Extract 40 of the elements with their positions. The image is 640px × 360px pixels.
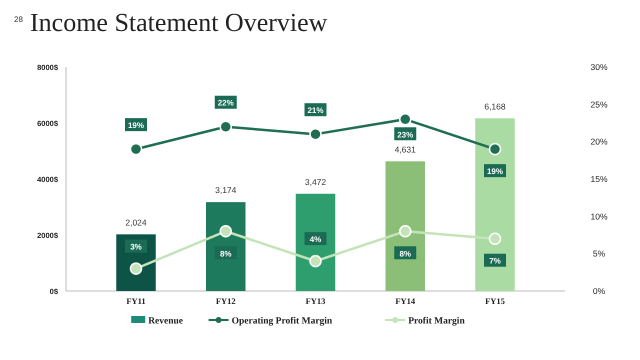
x-tick-label: FY15 xyxy=(485,296,505,306)
x-tick-label: FY14 xyxy=(395,296,416,306)
y2-tick-label: 25% xyxy=(590,99,608,110)
point xyxy=(488,142,502,156)
data-label: 6,168 xyxy=(484,101,506,112)
data-label: 23% xyxy=(397,130,414,140)
data-label: 4,631 xyxy=(394,144,416,154)
y2-tick-label: 10% xyxy=(590,211,608,222)
point xyxy=(220,225,232,238)
chart-title: Income Statement Overview xyxy=(30,8,328,37)
y2-tick-label: 20% xyxy=(590,136,608,147)
x-tick-label: FY11 xyxy=(126,296,146,306)
y2-tick-label: 15% xyxy=(590,174,608,184)
y2-tick-label: 30% xyxy=(590,62,608,72)
x-tick-label: FY13 xyxy=(306,296,326,306)
point xyxy=(488,232,502,245)
legend-label: Operating Profit Margin xyxy=(232,316,333,326)
point xyxy=(399,225,412,238)
data-label: 2,024 xyxy=(125,217,147,228)
point xyxy=(309,254,322,268)
bar xyxy=(386,161,425,291)
data-label: 8% xyxy=(399,249,412,258)
data-label: 19% xyxy=(128,121,144,130)
data-label: 8% xyxy=(220,249,232,258)
text: 28 xyxy=(14,15,24,24)
data-label: 3,472 xyxy=(304,176,326,187)
legend-label: Profit Margin xyxy=(408,316,466,326)
data-label: 21% xyxy=(307,106,324,116)
point xyxy=(130,262,142,275)
data-label: 7% xyxy=(489,256,501,266)
data-label: 3,174 xyxy=(215,185,237,196)
x-tick-label: FY12 xyxy=(216,296,236,306)
y2-tick-label: 0% xyxy=(592,286,606,296)
data-label: 22% xyxy=(218,98,234,108)
data-label: 19% xyxy=(486,167,504,176)
point xyxy=(130,142,142,156)
data-label: 3% xyxy=(130,242,142,252)
text: Revenue xyxy=(148,316,184,326)
data-label: 4% xyxy=(310,235,322,244)
y2-tick-label: 5% xyxy=(592,248,606,259)
